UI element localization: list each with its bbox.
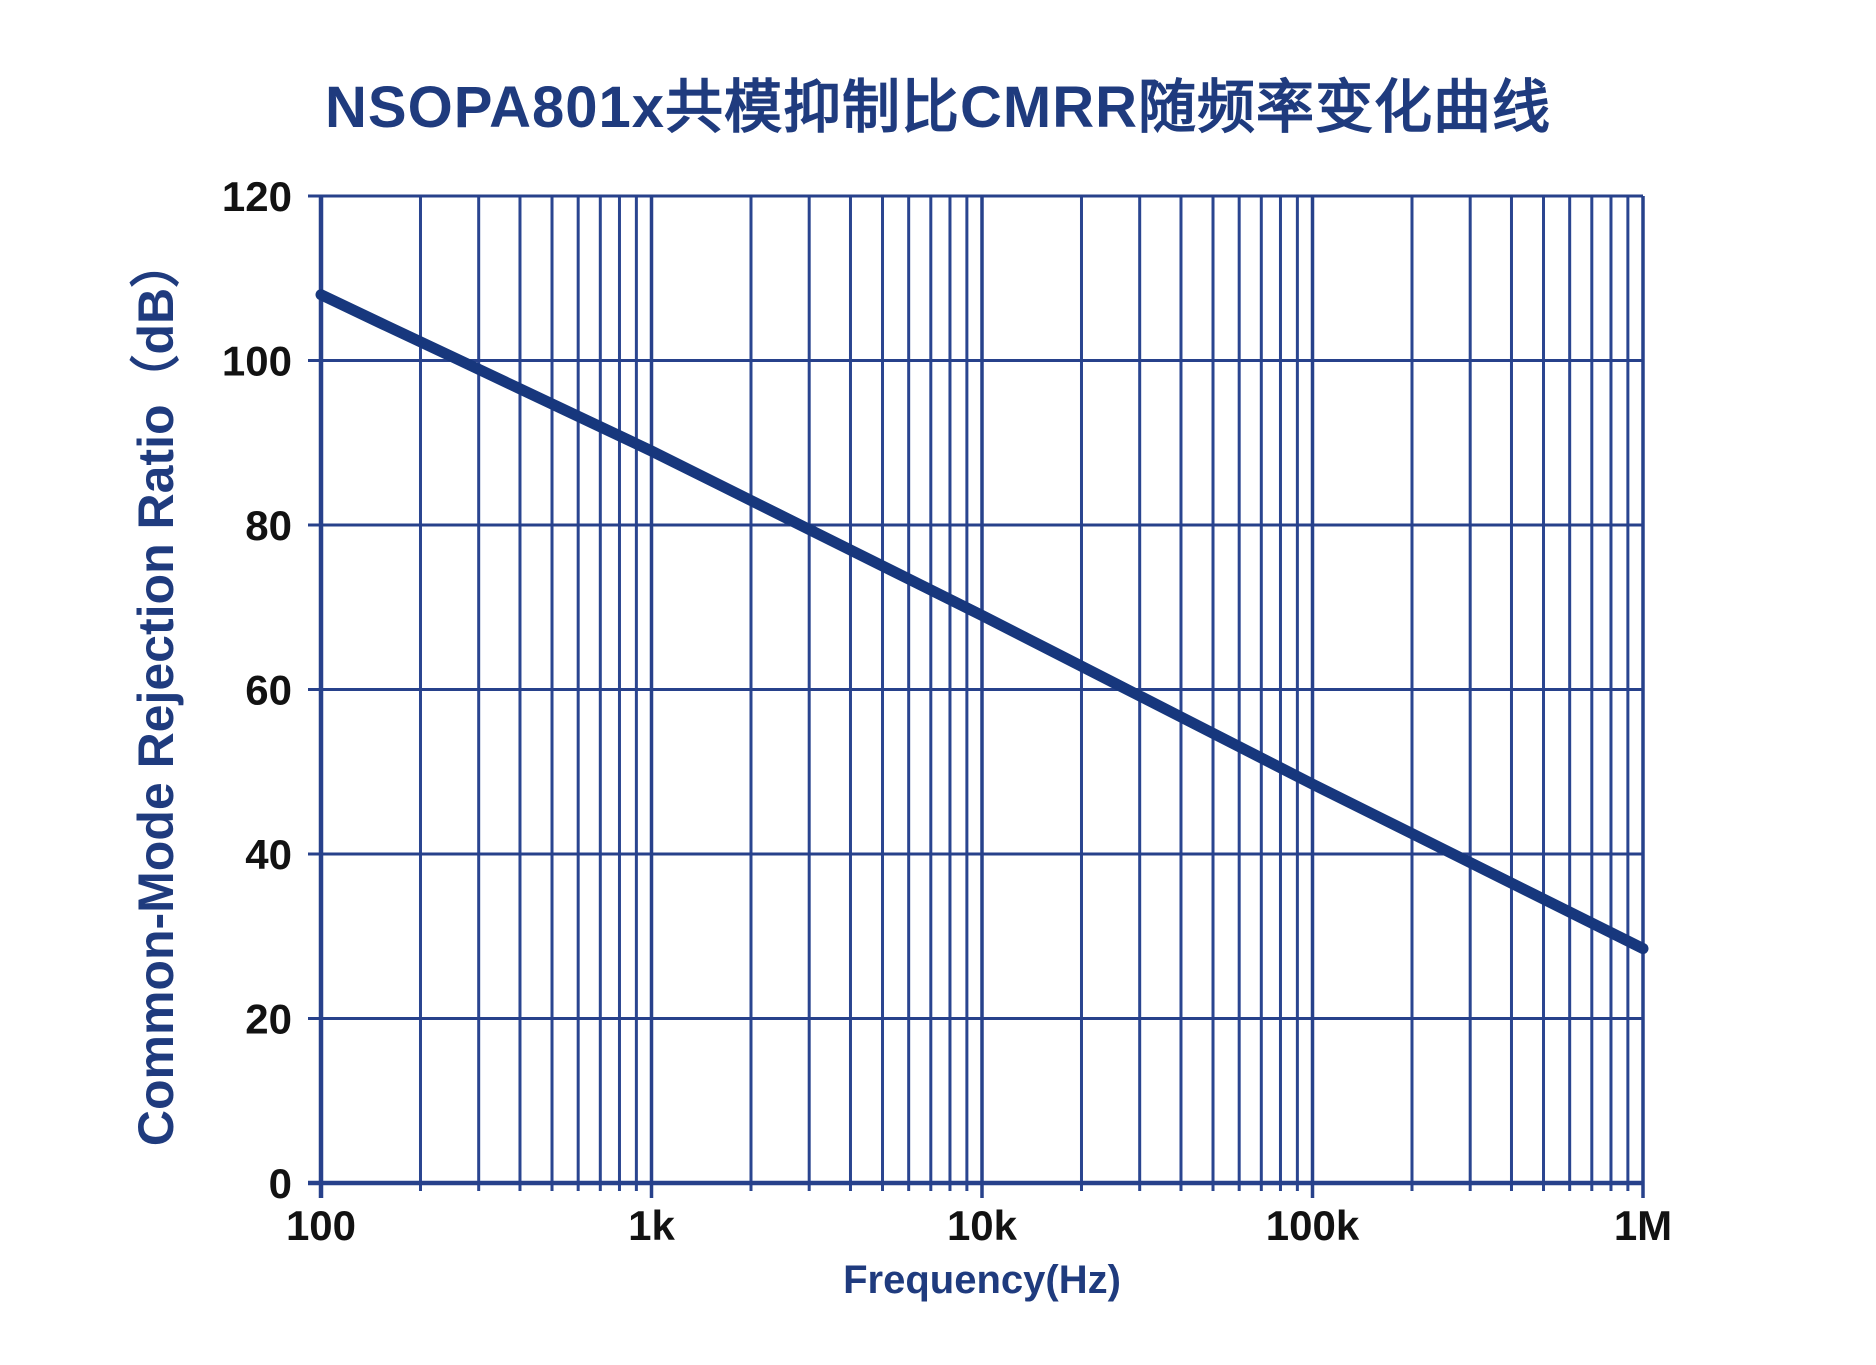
y-tick-label: 20 xyxy=(245,996,292,1043)
x-tick-label: 1k xyxy=(628,1202,675,1249)
y-tick-label: 100 xyxy=(222,338,292,385)
y-tick-label: 40 xyxy=(245,831,292,878)
cmrr-curve xyxy=(315,289,1649,955)
x-tick-label: 1M xyxy=(1614,1202,1672,1249)
x-tick-label: 100 xyxy=(286,1202,356,1249)
y-tick-label: 0 xyxy=(269,1160,292,1207)
chart-title: NSOPA801x共模抑制比CMRR随频率变化曲线 xyxy=(325,75,1551,140)
y-tick-label: 60 xyxy=(245,667,292,714)
x-axis-title: Frequency(Hz) xyxy=(843,1258,1121,1302)
y-tick-label: 120 xyxy=(222,173,292,220)
y-tick-label: 80 xyxy=(245,502,292,549)
x-tick-label: 10k xyxy=(947,1202,1018,1249)
x-tick-label: 100k xyxy=(1266,1202,1360,1249)
